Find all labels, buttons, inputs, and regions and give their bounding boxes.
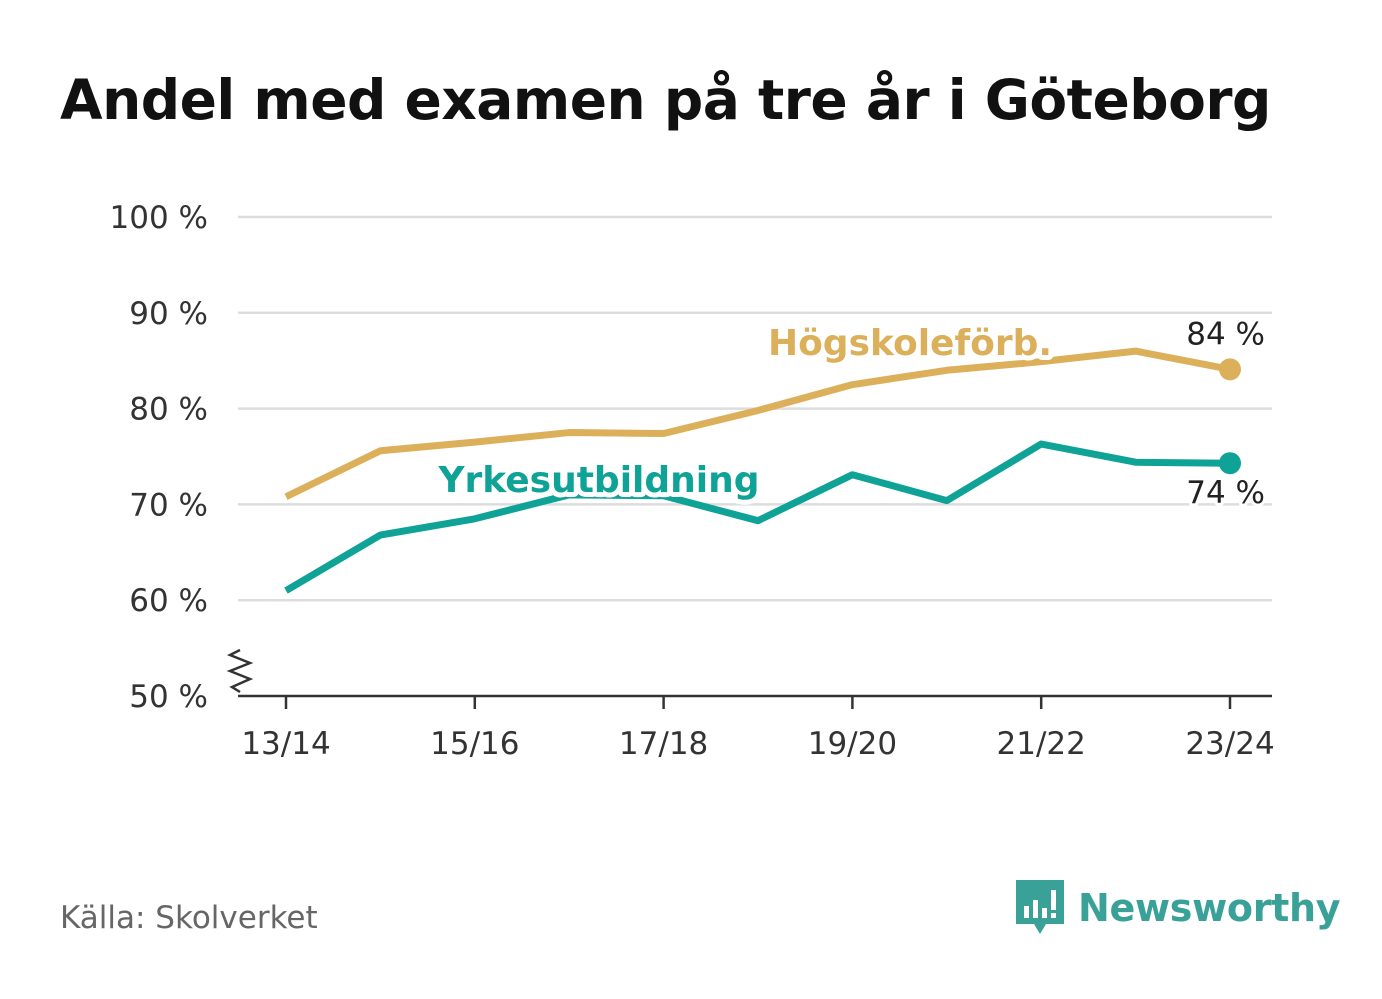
x-tick-label: 21/22 (997, 726, 1086, 762)
series-name-label: Högskoleförb. (768, 323, 1052, 364)
y-tick-label: 60 % (129, 583, 208, 619)
y-tick-label: 80 % (129, 392, 208, 428)
series-line-0 (284, 347, 1231, 500)
y-tick-label: 70 % (129, 487, 208, 523)
x-tick-label: 15/16 (430, 726, 519, 762)
axis-layer: 50 % 60 % 70 % 80 % 90 % 100 % 13/14 15/16 17/18… (110, 200, 1275, 762)
label-layer: Högskoleförb. Yrkesutbildning 84 % 74 % (432, 313, 1268, 514)
chart-title: Andel med examen på tre år i Göteborg (60, 68, 1271, 132)
brand-logo: Newsworthy (1012, 878, 1341, 938)
x-tick-label: 19/20 (808, 726, 897, 762)
x-tick-label: 23/24 (1185, 726, 1274, 762)
source-note: Källa: Skolverket (60, 900, 318, 936)
series-layer (284, 347, 1241, 594)
series-end-point-0 (1219, 358, 1241, 381)
series-end-point-1 (1219, 452, 1241, 475)
y-tick-label: 90 % (129, 296, 208, 332)
end-value-label: 74 % (1186, 475, 1265, 511)
series-name-label: Yrkesutbildning (437, 460, 759, 501)
x-tick-label: 13/14 (241, 726, 330, 762)
axis-break-icon (226, 648, 254, 694)
x-tick-label: 17/18 (619, 726, 708, 762)
end-value-label: 84 % (1186, 316, 1265, 352)
series-line-1 (284, 440, 1231, 594)
y-tick-label: 100 % (110, 200, 208, 236)
y-tick-label: 50 % (129, 679, 208, 715)
brand-name: Newsworthy (1078, 886, 1341, 930)
bar-chart-speech-bubble-icon (1016, 880, 1064, 934)
